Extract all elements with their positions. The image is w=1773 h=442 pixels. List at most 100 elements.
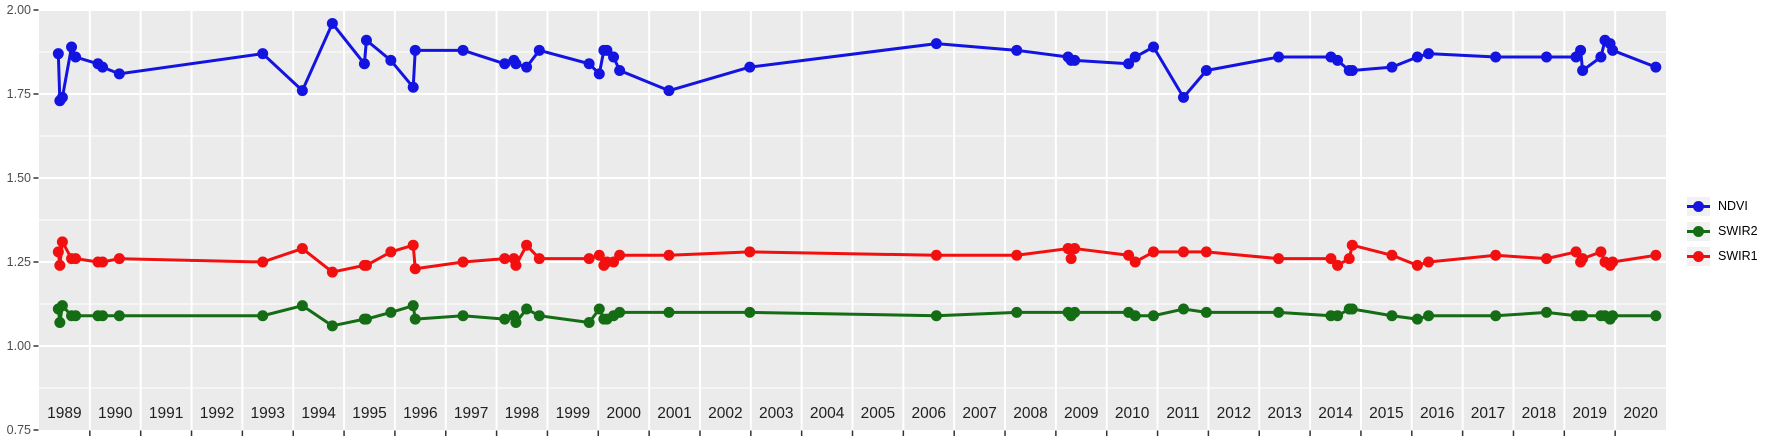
x-axis-tick-label: 1998 [505, 405, 539, 422]
x-axis-tick-label: 2009 [1064, 405, 1098, 422]
ndvi-point [1011, 44, 1023, 56]
swir1-point [70, 253, 82, 265]
swir1-point [1123, 249, 1135, 261]
swir1-point [533, 253, 545, 265]
swir2-point [499, 313, 511, 325]
swir1-point [1343, 253, 1355, 265]
swir2-point [1069, 306, 1081, 318]
y-axis-tick-label: 1.00 [7, 339, 31, 353]
swir1-point [1129, 256, 1141, 268]
ndvi-point [409, 44, 421, 56]
y-axis-tick-label: 1.50 [7, 171, 31, 185]
swir2-point [744, 306, 756, 318]
swir1-point [457, 256, 469, 268]
swir2-point [521, 303, 533, 315]
x-axis-tick-label: 1992 [200, 405, 234, 422]
x-axis-tick-label: 2017 [1471, 405, 1505, 422]
legend-item-swir2: SWIR2 [1687, 222, 1758, 241]
x-axis-tick-label: 2012 [1217, 405, 1251, 422]
ndvi-point [1129, 51, 1141, 63]
swir1-point [296, 243, 308, 255]
ndvi-point [1273, 51, 1285, 63]
swir2-point [326, 320, 338, 332]
x-axis-tick-label: 2013 [1267, 405, 1301, 422]
x-axis-tick-label: 2003 [759, 405, 793, 422]
x-axis-tick-label: 2000 [606, 405, 641, 422]
swir1-point [56, 236, 68, 248]
swir1-point [614, 249, 626, 261]
swir2-point [1129, 310, 1141, 322]
ndvi-point [1411, 51, 1423, 63]
swir2-point [1423, 310, 1435, 322]
swir1-point [52, 246, 64, 258]
x-axis-tick-label: 1997 [454, 405, 488, 422]
swir1-point [1011, 249, 1023, 261]
x-axis-tick-label: 1989 [47, 405, 81, 422]
ndvi-point [385, 54, 397, 66]
ndvi-point [1490, 51, 1502, 63]
swir1-point [1577, 253, 1589, 265]
swir2-point [1650, 310, 1662, 322]
x-axis-tick-label: 2010 [1115, 405, 1150, 422]
swir1-point [1595, 246, 1607, 258]
swir1-point [521, 239, 533, 251]
x-axis-tick-label: 2019 [1572, 405, 1606, 422]
swir2-point [1411, 313, 1423, 325]
swir2-point [1011, 306, 1023, 318]
swir1-point [930, 249, 942, 261]
y-axis-tick-label: 0.75 [7, 423, 31, 437]
x-axis-tick-label: 2020 [1623, 405, 1658, 422]
swir2-point [257, 310, 269, 322]
swir1-point [1069, 243, 1081, 255]
x-axis-tick-label: 1995 [352, 405, 386, 422]
swir1-point [385, 246, 397, 258]
x-axis-tick-label: 1999 [556, 405, 590, 422]
legend-key-ndvi [1687, 197, 1710, 216]
ndvi-point [326, 17, 338, 29]
ndvi-point [1069, 54, 1081, 66]
ndvi-point [583, 58, 595, 70]
ndvi-point [608, 51, 620, 63]
swir1-point [663, 249, 675, 261]
x-axis-tick-label: 2007 [962, 405, 996, 422]
swir1-point [1273, 253, 1285, 265]
y-axis-tick-label: 2.00 [7, 3, 31, 17]
swir1-point [1177, 246, 1189, 258]
ndvi-point [601, 44, 613, 56]
legend: NDVI SWIR2 SWIR1 [1687, 197, 1758, 266]
ndvi-point [744, 61, 756, 73]
swir2-point [583, 316, 595, 328]
ndvi-point [113, 68, 125, 80]
ndvi-point [499, 58, 511, 70]
ndvi-point [930, 38, 942, 50]
legend-label-swir2: SWIR2 [1718, 224, 1758, 238]
swir1-point [1607, 256, 1619, 268]
swir2-point [1177, 303, 1189, 315]
swir2-point [1200, 306, 1212, 318]
swir1-point [1200, 246, 1212, 258]
ndvi-point [360, 34, 372, 46]
swir2-point-swatch [1693, 226, 1704, 237]
ndvi-point [1541, 51, 1553, 63]
x-axis-tick-label: 1991 [149, 405, 183, 422]
legend-item-swir1: SWIR1 [1687, 247, 1758, 266]
ndvi-point [56, 91, 68, 103]
ndvi-point-swatch [1693, 201, 1704, 212]
swir1-point [1332, 259, 1344, 271]
swir2-point [409, 313, 421, 325]
swir1-point [113, 253, 125, 265]
ndvi-point [1575, 44, 1587, 56]
swir1-point [1411, 259, 1423, 271]
y-axis-tick-label: 1.25 [7, 255, 31, 269]
swir2-point [533, 310, 545, 322]
ndvi-line [56, 21, 1658, 103]
ndvi-point [407, 81, 419, 93]
swir2-point [593, 303, 605, 315]
swir2-point [1607, 310, 1619, 322]
swir1-point [510, 259, 522, 271]
swir1-point [1346, 239, 1358, 251]
x-axis-tick-label: 1996 [403, 405, 437, 422]
swir2-point [1346, 303, 1358, 315]
